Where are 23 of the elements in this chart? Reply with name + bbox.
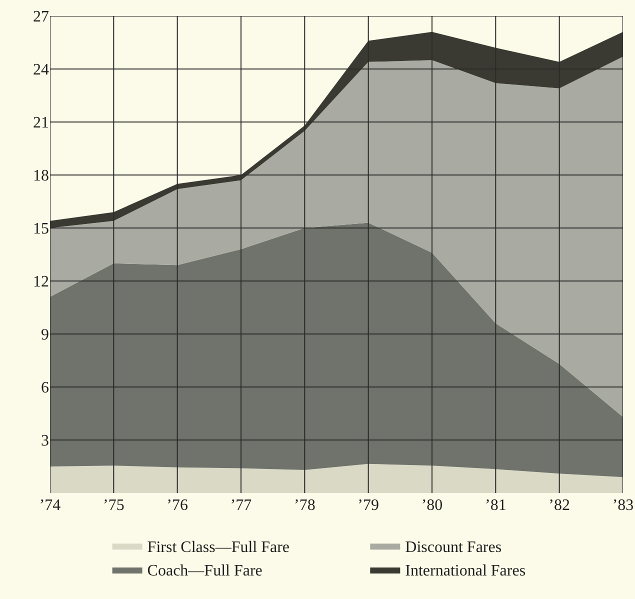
x-tick-label: ’75 xyxy=(103,497,124,514)
x-tick-label: ’80 xyxy=(421,497,443,514)
y-tick-label: 6 xyxy=(41,380,49,397)
y-tick-label: 24 xyxy=(33,62,49,79)
y-tick-label: 27 xyxy=(33,8,49,26)
y-tick-label: 12 xyxy=(33,274,49,291)
x-tick-label: ’81 xyxy=(485,497,506,514)
x-tick-label: ’78 xyxy=(294,497,316,514)
y-tick-label: 9 xyxy=(41,326,49,344)
y-tick-label: 18 xyxy=(33,168,49,185)
y-tick-label: 21 xyxy=(33,114,49,132)
legend-label: Coach—Full Fare xyxy=(147,562,262,580)
x-tick-label: ’83 xyxy=(612,497,634,514)
legend-label: Discount Fares xyxy=(405,538,502,556)
x-tick-label: ’76 xyxy=(166,497,188,514)
x-tick-label: ’82 xyxy=(548,497,570,514)
y-tick-label: 15 xyxy=(33,220,49,238)
legend-label: First Class—Full Fare xyxy=(147,538,290,556)
x-tick-label: ’79 xyxy=(358,497,379,514)
x-tick-label: ’77 xyxy=(230,497,252,514)
y-tick-label: 3 xyxy=(41,432,49,450)
x-tick-label: ’74 xyxy=(39,497,61,514)
legend-label: International Fares xyxy=(405,562,526,580)
